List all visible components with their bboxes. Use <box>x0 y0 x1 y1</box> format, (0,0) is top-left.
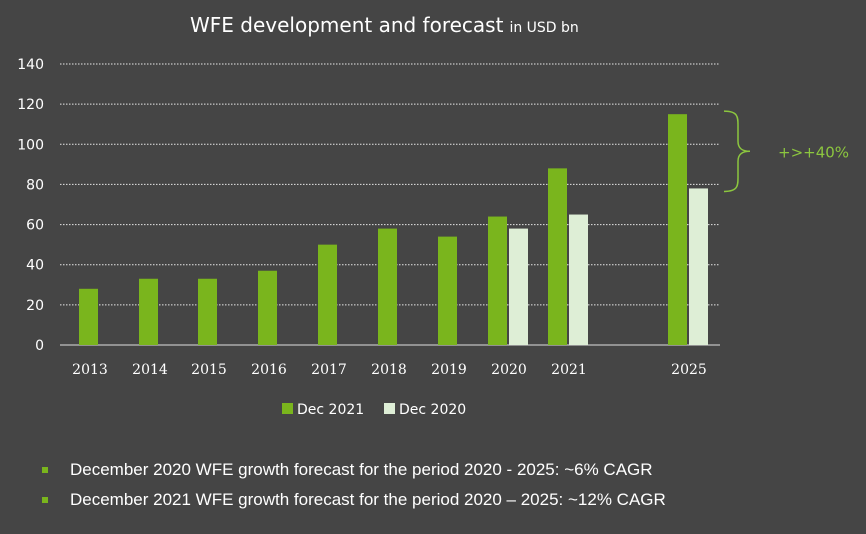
bar-dec-2021-2014 <box>139 278 158 345</box>
y-tick-label: 0 <box>35 338 44 354</box>
legend-label: Dec 2020 <box>399 402 466 418</box>
footnote-item: December 2020 WFE growth forecast for th… <box>42 455 666 485</box>
bar-dec-2021-2020 <box>488 216 507 345</box>
x-tick-label: 2020 <box>491 362 527 378</box>
footnote-item: December 2021 WFE growth forecast for th… <box>42 485 666 515</box>
y-tick-label: 100 <box>17 137 44 153</box>
bar-dec-2021-2018 <box>378 228 397 345</box>
bar-dec-2021-2016 <box>258 270 277 345</box>
legend-item: Dec 2020 <box>384 402 466 418</box>
bar-dec-2021-2019 <box>438 236 457 345</box>
x-tick-label: 2014 <box>132 362 168 378</box>
growth-annotation: +>+40% <box>778 143 849 161</box>
footnote-text: December 2020 WFE growth forecast for th… <box>70 460 653 479</box>
x-tick-label: 2019 <box>431 362 467 378</box>
x-tick-label: 2021 <box>551 362 587 378</box>
bullet-icon <box>42 467 48 473</box>
bar-dec-2021-2025 <box>668 114 687 345</box>
legend-label: Dec 2021 <box>297 402 364 418</box>
x-tick-label: 2018 <box>371 362 407 378</box>
x-tick-label: 2013 <box>72 362 108 378</box>
brace-icon <box>723 110 751 193</box>
y-tick-label: 20 <box>26 298 44 314</box>
bar-dec-2021-2013 <box>79 288 98 345</box>
chart-title-main: WFE development and forecast <box>190 13 504 37</box>
x-tick-label: 2017 <box>311 362 347 378</box>
bar-dec-2020-2021 <box>569 214 588 345</box>
y-tick-label: 60 <box>26 218 44 234</box>
y-tick-label: 140 <box>17 57 44 73</box>
footnotes: December 2020 WFE growth forecast for th… <box>42 455 666 515</box>
x-tick-label: 2025 <box>671 362 707 378</box>
bar-dec-2021-2015 <box>198 278 217 345</box>
y-tick-label: 40 <box>26 258 44 274</box>
bar-dec-2021-2021 <box>548 168 567 345</box>
legend-item: Dec 2021 <box>282 402 364 418</box>
legend-swatch <box>384 403 395 414</box>
chart-title: WFE development and forecast in USD bn <box>190 13 579 37</box>
bar-dec-2021-2017 <box>318 244 337 345</box>
y-tick-label: 120 <box>17 97 44 113</box>
x-tick-label: 2015 <box>191 362 227 378</box>
footnote-text: December 2021 WFE growth forecast for th… <box>70 490 666 509</box>
bar-dec-2020-2020 <box>509 228 528 345</box>
bullet-icon <box>42 497 48 503</box>
y-tick-label: 80 <box>26 177 44 193</box>
chart-title-unit: in USD bn <box>509 20 578 36</box>
legend-swatch <box>282 403 293 414</box>
bar-dec-2020-2025 <box>689 188 708 345</box>
x-tick-label: 2016 <box>251 362 287 378</box>
